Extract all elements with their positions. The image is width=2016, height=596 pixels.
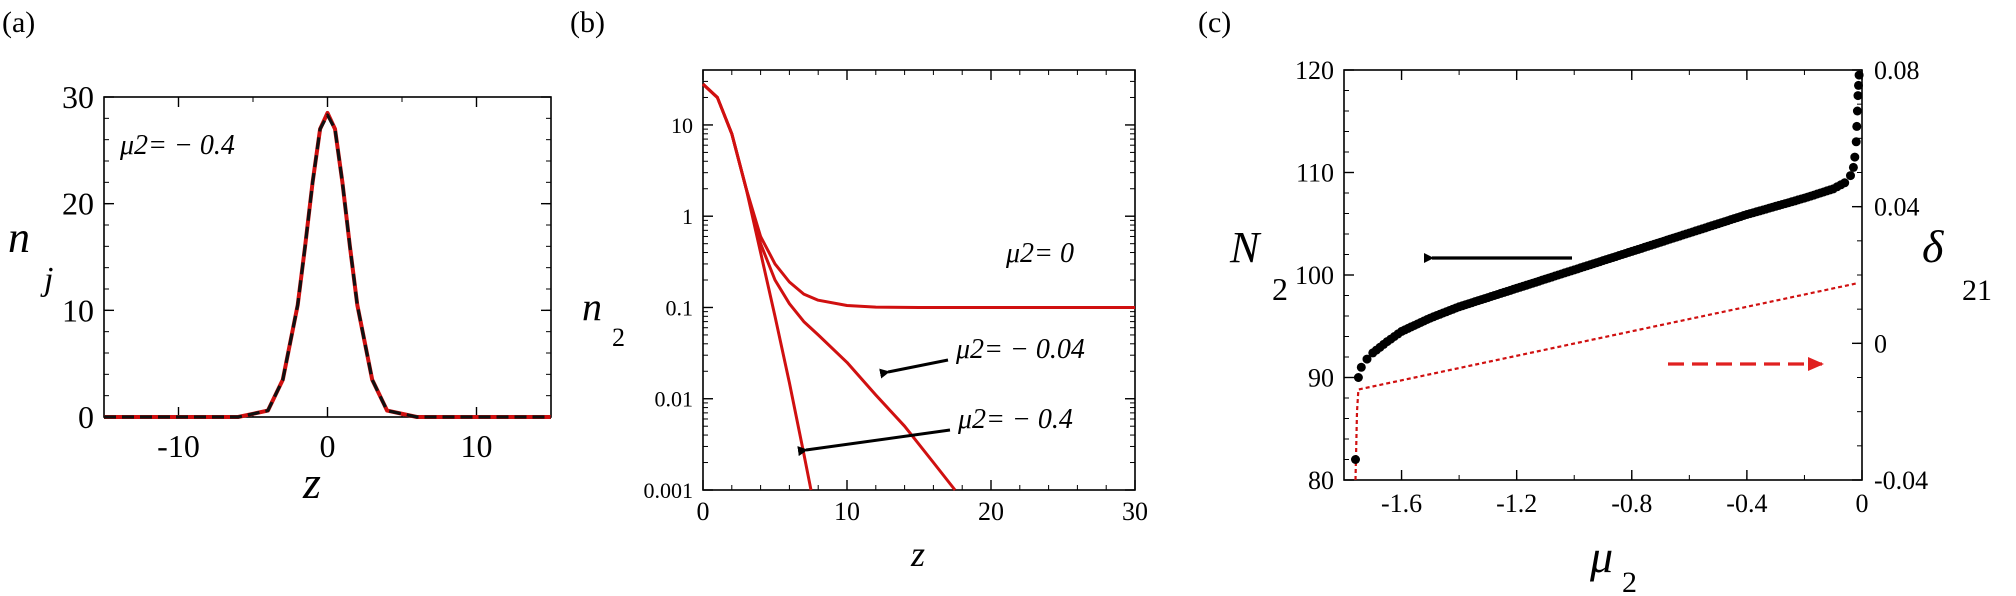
series-line [701, 83, 957, 491]
panel-c-ylabel-sub: 2 [1272, 271, 1288, 307]
y-tick-label: 0.1 [666, 295, 694, 320]
series-line-delta [1354, 282, 1857, 481]
x-tick-label: 0 [697, 497, 710, 526]
panel-c-xlabel: μ [1589, 531, 1613, 582]
annotation-mu0: μ2= 0 [1005, 238, 1074, 269]
panel-c-y2label-sub: 21 [1962, 274, 1992, 307]
annotation-mu04: μ2= − 0.4 [957, 404, 1073, 435]
scatter-point [1848, 162, 1858, 172]
y2-tick-label: 0.04 [1874, 193, 1920, 222]
scatter-point [1351, 455, 1360, 464]
y2-tick-label: 0 [1874, 329, 1887, 358]
annotation-mu004: μ2= − 0.04 [955, 334, 1085, 365]
panel-c-frame [1343, 69, 1863, 481]
scatter-point [1852, 121, 1862, 131]
scatter-point [1846, 171, 1855, 181]
panel-b-ticks [702, 69, 1136, 491]
y2-tick-label: 0.08 [1874, 56, 1920, 85]
panel-b-xlabel: z [910, 534, 925, 574]
panel-a-ylabel: n [8, 213, 30, 262]
y-tick-label: 10 [62, 292, 94, 328]
y-tick-label: 10 [671, 113, 693, 138]
scatter-point [1852, 106, 1862, 116]
panel-c-tick-labels: -1.6 -1.2 -0.8 -0.4 08090100110120-0.0400.04… [1295, 56, 1928, 518]
panel-b-ylabel: n [582, 284, 602, 329]
y-tick-label: 1 [682, 204, 693, 229]
panel-b-tick-labels: 0 10 20 30 0.001 0.01 0.1 1 10 [644, 113, 1149, 526]
x-tick-label: -1.6 [1381, 489, 1422, 518]
y-tick-label: 30 [62, 79, 94, 115]
x-tick-label: -1.2 [1496, 489, 1537, 518]
x-tick-label: 10 [834, 497, 860, 526]
panel-label-a: (a) [2, 6, 35, 39]
scatter-point [1362, 354, 1372, 364]
panel-c: -1.6 -1.2 -0.8 -0.4 08090100110120-0.0400.04… [1229, 56, 1992, 596]
panel-label-c: (c) [1198, 6, 1231, 39]
y-tick-label: 80 [1308, 466, 1334, 495]
panel-c-xlabel-sub: 2 [1622, 566, 1637, 596]
x-tick-label: 10 [461, 428, 493, 464]
scatter-point [1853, 91, 1863, 101]
panel-c-ticks [1343, 69, 1863, 481]
panel-a-annotation: μ2= − 0.4 [119, 130, 235, 161]
panel-a: -10 0 10 0 10 20 30 μ2= − 0.4 n j z [8, 79, 552, 508]
x-tick-label: -10 [157, 428, 200, 464]
annotation-arrow [879, 358, 949, 379]
y-tick-label: 110 [1296, 159, 1334, 188]
scatter-point [1379, 339, 1389, 349]
scatter-point [1353, 373, 1363, 382]
panel-c-ylabel: N [1229, 223, 1262, 272]
series-line [701, 83, 1135, 309]
scatter-point [1825, 185, 1835, 195]
scatter-point [1850, 152, 1860, 162]
y-tick-label: 100 [1295, 261, 1334, 290]
annotation-arrow [797, 428, 951, 457]
panel-b-annotations: μ2= 0 μ2= − 0.04 μ2= − 0.4 [797, 238, 1085, 457]
y-tick-label: 0.01 [655, 387, 694, 412]
x-tick-label: -0.4 [1726, 489, 1767, 518]
panel-a-series [104, 111, 551, 419]
scatter-point [1393, 329, 1403, 339]
series-line-dashed [104, 113, 551, 419]
scatter-point [1854, 80, 1863, 90]
panel-b-ylabel-sub: 2 [612, 323, 625, 352]
y-tick-label: 0.001 [644, 478, 694, 503]
y-tick-label: 0 [78, 399, 94, 435]
panel-c-series [1351, 70, 1864, 481]
y-tick-label: 90 [1308, 364, 1334, 393]
scatter-point [1851, 137, 1861, 147]
panel-c-arrows [1424, 253, 1824, 371]
panel-a-tick-labels: -10 0 10 0 10 20 30 [62, 79, 493, 464]
panel-a-xlabel: z [302, 457, 321, 508]
x-tick-label: 30 [1122, 497, 1148, 526]
y-tick-label: 20 [62, 186, 94, 222]
series-line [701, 83, 813, 491]
scatter-point [1836, 180, 1846, 190]
x-tick-label: -0.8 [1611, 489, 1652, 518]
scatter-point [1356, 362, 1366, 372]
scatter-point [1854, 70, 1864, 80]
y2-tick-label: -0.04 [1874, 466, 1928, 495]
x-tick-label: 0 [1856, 489, 1869, 518]
panel-label-b: (b) [570, 6, 605, 39]
panel-b-series [701, 83, 1135, 491]
panel-a-ylabel-sub: j [40, 261, 53, 298]
y-tick-label: 120 [1295, 56, 1334, 85]
panel-c-y2label: δ [1922, 221, 1944, 272]
x-tick-label: 20 [978, 497, 1004, 526]
x-tick-label: 0 [320, 428, 336, 464]
